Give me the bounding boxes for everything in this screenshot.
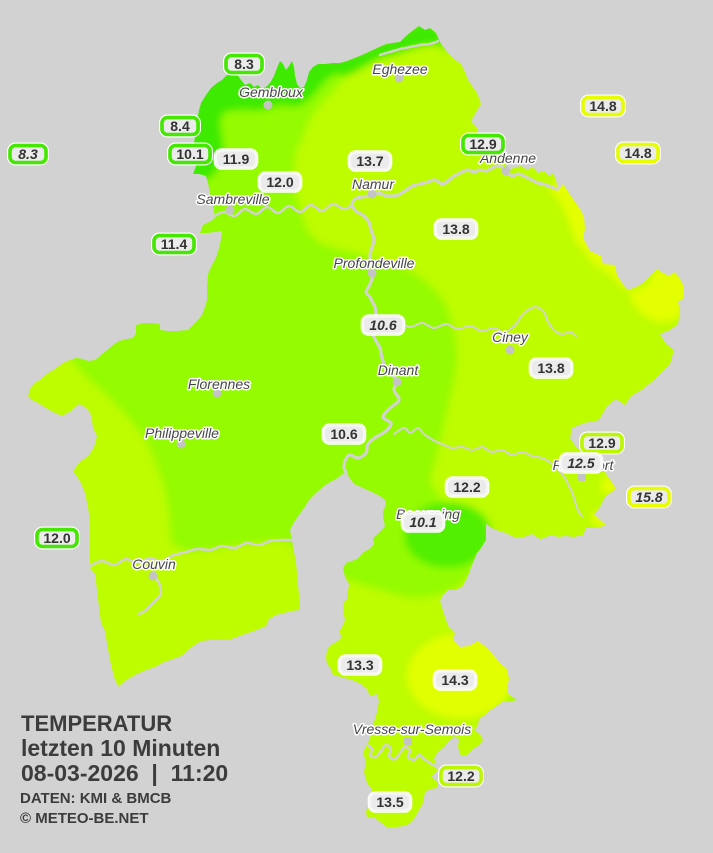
svg-text:Gembloux: Gembloux <box>239 84 304 100</box>
svg-text:12.9: 12.9 <box>588 435 615 451</box>
svg-text:11.4: 11.4 <box>161 236 188 252</box>
svg-text:12.2: 12.2 <box>453 479 480 495</box>
svg-text:8.3: 8.3 <box>234 56 254 72</box>
svg-text:Dinant: Dinant <box>378 362 420 378</box>
svg-text:12.2: 12.2 <box>447 768 474 784</box>
svg-text:Namur: Namur <box>352 176 395 192</box>
svg-text:Philippeville: Philippeville <box>145 425 219 441</box>
svg-text:10.6: 10.6 <box>330 426 357 442</box>
svg-text:12.0: 12.0 <box>43 530 70 546</box>
svg-text:13.8: 13.8 <box>537 360 564 376</box>
svg-text:8.4: 8.4 <box>170 118 190 134</box>
svg-text:10.1: 10.1 <box>409 514 436 530</box>
svg-text:Sambreville: Sambreville <box>196 191 269 207</box>
svg-text:14.8: 14.8 <box>624 145 651 161</box>
svg-text:08-03-2026 | 11:20: 08-03-2026 | 11:20 <box>21 760 228 786</box>
svg-text:Vresse-sur-Semois: Vresse-sur-Semois <box>353 721 472 737</box>
svg-text:Florennes: Florennes <box>188 376 250 392</box>
svg-text:14.3: 14.3 <box>441 672 468 688</box>
svg-text:10.1: 10.1 <box>176 146 203 162</box>
svg-text:12.9: 12.9 <box>469 136 496 152</box>
svg-text:12.0: 12.0 <box>266 174 293 190</box>
svg-text:TEMPERATUR: TEMPERATUR <box>21 711 172 736</box>
svg-text:13.3: 13.3 <box>346 657 373 673</box>
svg-text:13.7: 13.7 <box>356 153 383 169</box>
svg-text:15.8: 15.8 <box>635 489 662 505</box>
svg-text:11.9: 11.9 <box>223 151 250 167</box>
svg-text:14.8: 14.8 <box>589 98 616 114</box>
svg-text:DATEN: KMI & BMCB: DATEN: KMI & BMCB <box>20 790 172 807</box>
svg-text:13.5: 13.5 <box>376 794 403 810</box>
svg-text:Profondeville: Profondeville <box>334 255 415 271</box>
svg-text:12.5: 12.5 <box>567 455 594 471</box>
svg-text:8.3: 8.3 <box>18 146 38 162</box>
svg-text:Couvin: Couvin <box>132 556 176 572</box>
svg-text:Eghezee: Eghezee <box>372 61 427 77</box>
svg-text:10.6: 10.6 <box>369 317 396 333</box>
svg-text:© METEO-BE.NET: © METEO-BE.NET <box>20 810 149 827</box>
svg-text:13.8: 13.8 <box>442 221 469 237</box>
svg-text:letzten 10 Minuten: letzten 10 Minuten <box>21 735 220 761</box>
svg-text:Ciney: Ciney <box>492 329 529 345</box>
